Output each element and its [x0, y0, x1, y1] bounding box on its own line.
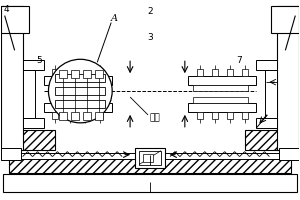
Bar [56, 87, 105, 95]
Bar [1, 148, 21, 160]
Text: 拖鞋: 拖鞋 [150, 113, 160, 122]
Bar [82, 69, 88, 76]
Bar [56, 100, 105, 108]
Text: 4: 4 [4, 5, 10, 14]
Bar [3, 174, 297, 192]
Bar [83, 70, 91, 78]
Bar [226, 69, 232, 76]
Bar [83, 112, 91, 120]
Bar [244, 130, 299, 150]
Bar [52, 69, 59, 76]
Bar [197, 69, 203, 76]
Bar [71, 112, 79, 120]
Bar [82, 112, 88, 119]
Bar [52, 112, 59, 119]
Text: 3: 3 [147, 33, 153, 42]
Bar [242, 69, 248, 76]
Bar [95, 70, 103, 78]
Bar [68, 112, 74, 119]
Bar [56, 74, 105, 82]
Bar [143, 154, 153, 162]
Bar [266, 70, 278, 118]
Bar [1, 6, 22, 150]
Bar [188, 76, 256, 85]
Bar [188, 103, 256, 112]
Bar [71, 70, 79, 78]
Bar [135, 148, 165, 168]
Bar [44, 103, 112, 112]
Bar [226, 112, 232, 119]
Bar [193, 85, 248, 91]
Bar [193, 97, 248, 103]
Bar [97, 112, 103, 119]
Bar [1, 130, 56, 150]
Bar [95, 112, 103, 120]
Bar [52, 85, 107, 91]
Bar [139, 151, 161, 165]
Bar [59, 112, 68, 120]
Bar [16, 153, 284, 159]
Bar [1, 6, 28, 33]
Bar [44, 76, 112, 85]
Bar [256, 118, 278, 128]
Bar [278, 6, 299, 150]
Text: 5: 5 [37, 56, 42, 65]
Bar [212, 112, 218, 119]
Bar [272, 6, 299, 33]
Text: A: A [111, 14, 118, 23]
Bar [52, 97, 107, 103]
Bar [68, 69, 74, 76]
Circle shape [49, 59, 112, 123]
Bar [242, 112, 248, 119]
Bar [212, 69, 218, 76]
Bar [22, 70, 34, 118]
Bar [256, 60, 278, 70]
Bar [22, 118, 44, 128]
Bar [279, 148, 299, 160]
Bar [197, 112, 203, 119]
Bar [22, 60, 44, 70]
Text: 2: 2 [147, 7, 153, 16]
Bar [9, 158, 291, 173]
Bar [97, 69, 103, 76]
Text: 7: 7 [237, 56, 242, 65]
Bar [59, 70, 68, 78]
